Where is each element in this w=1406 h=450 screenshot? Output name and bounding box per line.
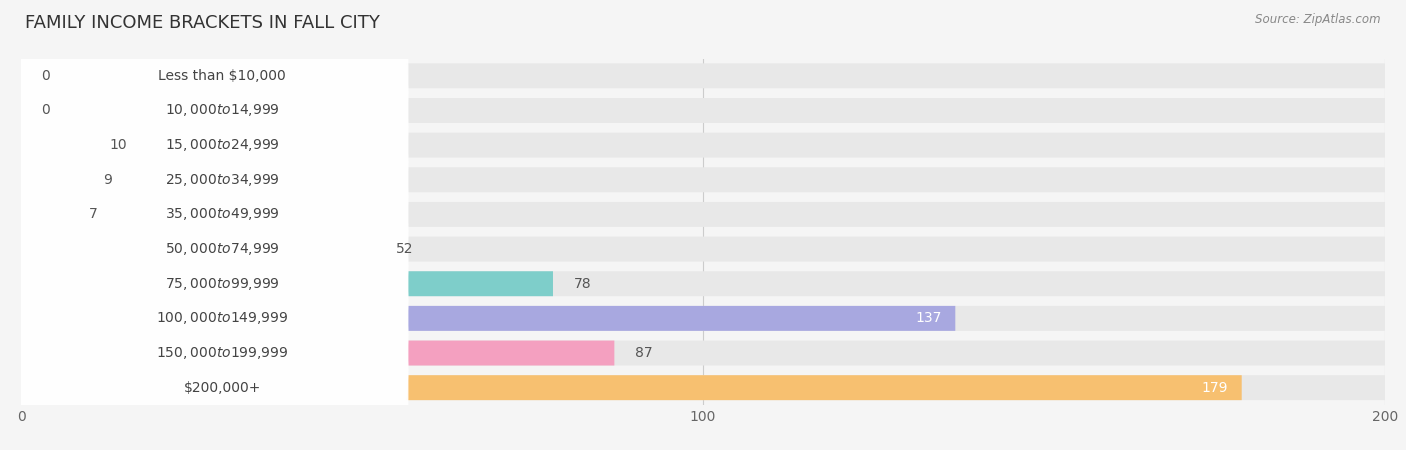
FancyBboxPatch shape [13,152,408,277]
FancyBboxPatch shape [13,13,408,139]
FancyBboxPatch shape [13,221,408,346]
FancyBboxPatch shape [21,133,90,158]
Text: $50,000 to $74,999: $50,000 to $74,999 [165,241,280,257]
FancyBboxPatch shape [21,202,69,227]
FancyBboxPatch shape [13,117,408,243]
Text: 0: 0 [42,69,51,83]
FancyBboxPatch shape [21,98,31,123]
FancyBboxPatch shape [21,271,553,296]
FancyBboxPatch shape [21,63,31,88]
FancyBboxPatch shape [13,82,408,208]
FancyBboxPatch shape [21,375,1385,400]
FancyBboxPatch shape [21,133,1385,158]
FancyBboxPatch shape [21,306,1385,331]
FancyBboxPatch shape [21,202,1385,227]
Text: $75,000 to $99,999: $75,000 to $99,999 [165,276,280,292]
FancyBboxPatch shape [13,290,408,416]
Text: 10: 10 [110,138,128,152]
FancyBboxPatch shape [21,167,83,192]
Text: 9: 9 [103,173,112,187]
FancyBboxPatch shape [21,341,614,365]
FancyBboxPatch shape [21,237,1385,261]
Text: $25,000 to $34,999: $25,000 to $34,999 [165,172,280,188]
Text: 52: 52 [396,242,413,256]
Text: 137: 137 [915,311,942,325]
Text: 179: 179 [1202,381,1227,395]
Text: FAMILY INCOME BRACKETS IN FALL CITY: FAMILY INCOME BRACKETS IN FALL CITY [25,14,380,32]
Text: $200,000+: $200,000+ [184,381,262,395]
FancyBboxPatch shape [13,256,408,381]
Text: $10,000 to $14,999: $10,000 to $14,999 [165,103,280,118]
FancyBboxPatch shape [21,167,1385,192]
Text: Less than $10,000: Less than $10,000 [159,69,287,83]
FancyBboxPatch shape [21,63,1385,88]
Text: 78: 78 [574,277,591,291]
FancyBboxPatch shape [13,325,408,450]
FancyBboxPatch shape [21,306,955,331]
FancyBboxPatch shape [13,48,408,173]
FancyBboxPatch shape [13,186,408,312]
FancyBboxPatch shape [21,271,1385,296]
Text: Source: ZipAtlas.com: Source: ZipAtlas.com [1256,14,1381,27]
Text: 0: 0 [42,104,51,117]
Text: $35,000 to $49,999: $35,000 to $49,999 [165,207,280,222]
FancyBboxPatch shape [21,375,1241,400]
FancyBboxPatch shape [21,98,1385,123]
Text: $100,000 to $149,999: $100,000 to $149,999 [156,310,288,326]
FancyBboxPatch shape [21,341,1385,365]
Text: 87: 87 [636,346,652,360]
Text: 7: 7 [90,207,98,221]
Text: $15,000 to $24,999: $15,000 to $24,999 [165,137,280,153]
FancyBboxPatch shape [21,237,375,261]
Text: $150,000 to $199,999: $150,000 to $199,999 [156,345,288,361]
